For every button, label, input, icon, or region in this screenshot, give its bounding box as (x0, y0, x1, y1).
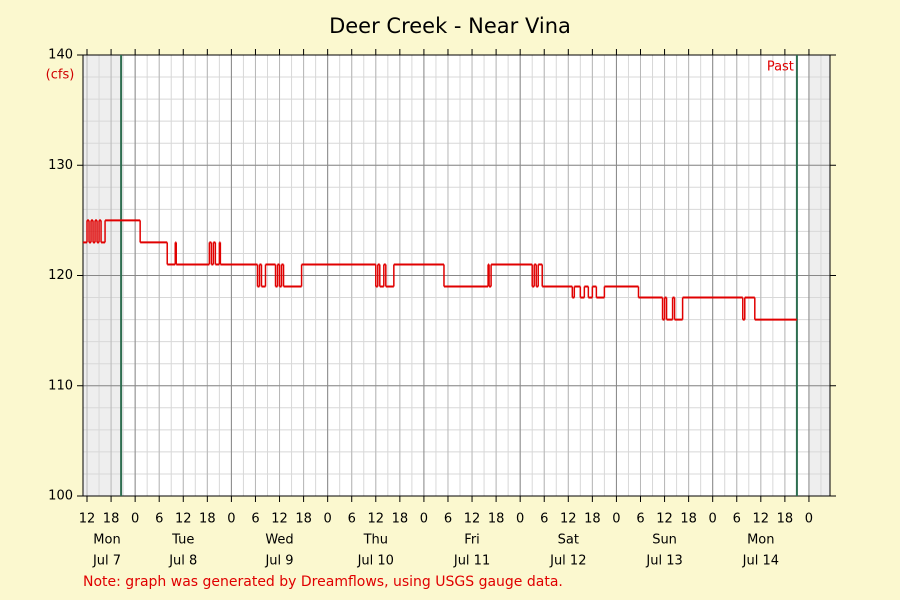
x-tick-label: 6 (251, 512, 259, 527)
x-tick-label: 12 (368, 512, 385, 527)
date-label: Jul 8 (168, 554, 197, 569)
x-tick-label: 12 (271, 512, 288, 527)
x-tick-label: 12 (560, 512, 577, 527)
x-tick-label: 6 (155, 512, 163, 527)
x-tick-label: 12 (175, 512, 192, 527)
date-label: Jul 13 (645, 554, 682, 569)
weekday-label: Thu (363, 533, 388, 548)
x-tick-label: 18 (392, 512, 409, 527)
y-tick-label: 130 (48, 158, 73, 173)
x-tick-label: 12 (656, 512, 673, 527)
plot-frame (82, 54, 831, 497)
note: Note: graph was generated by Dreamflows,… (83, 574, 563, 590)
weekday-label: Mon (93, 533, 120, 548)
x-tick-label: 18 (680, 512, 697, 527)
x-tick-label: 0 (805, 512, 813, 527)
date-label: Jul 14 (742, 554, 779, 569)
x-tick-label: 12 (79, 512, 96, 527)
past-label: Past (767, 60, 794, 75)
x-tick-label: 18 (295, 512, 312, 527)
x-tick-label: 0 (420, 512, 428, 527)
date-label: Jul 7 (92, 554, 121, 569)
y-tick-label: 140 (48, 48, 73, 63)
date-label: Jul 11 (453, 554, 490, 569)
x-tick-label: 18 (584, 512, 601, 527)
x-tick-label: 18 (199, 512, 216, 527)
weekday-label: Sat (558, 533, 579, 548)
x-tick-label: 0 (324, 512, 332, 527)
y-tick-label: 110 (48, 378, 73, 393)
x-tick-label: 18 (103, 512, 120, 527)
date-label: Jul 12 (549, 554, 586, 569)
weekday-label: Sun (652, 533, 677, 548)
x-tick-label: 6 (348, 512, 356, 527)
x-tick-label: 0 (131, 512, 139, 527)
x-tick-label: 0 (516, 512, 524, 527)
weekday-label: Wed (265, 533, 293, 548)
x-tick-label: 0 (709, 512, 717, 527)
x-tick-label: 0 (612, 512, 620, 527)
x-tick-label: 0 (227, 512, 235, 527)
x-tick-label: 6 (733, 512, 741, 527)
x-tick-label: 6 (636, 512, 644, 527)
date-label: Jul 9 (264, 554, 293, 569)
x-tick-label: 6 (540, 512, 548, 527)
y-unit: (cfs) (46, 68, 75, 83)
weekday-label: Tue (171, 533, 194, 548)
y-tick-label: 120 (48, 268, 73, 283)
weekday-label: Mon (747, 533, 774, 548)
x-tick-label: 18 (488, 512, 505, 527)
x-tick-label: 6 (444, 512, 452, 527)
x-tick-label: 12 (753, 512, 770, 527)
x-tick-label: 12 (464, 512, 481, 527)
x-tick-label: 18 (777, 512, 794, 527)
date-label: Jul 10 (357, 554, 394, 569)
chart-title: Deer Creek - Near Vina (329, 14, 571, 38)
weekday-label: Fri (464, 533, 480, 548)
y-tick-label: 100 (48, 489, 73, 504)
